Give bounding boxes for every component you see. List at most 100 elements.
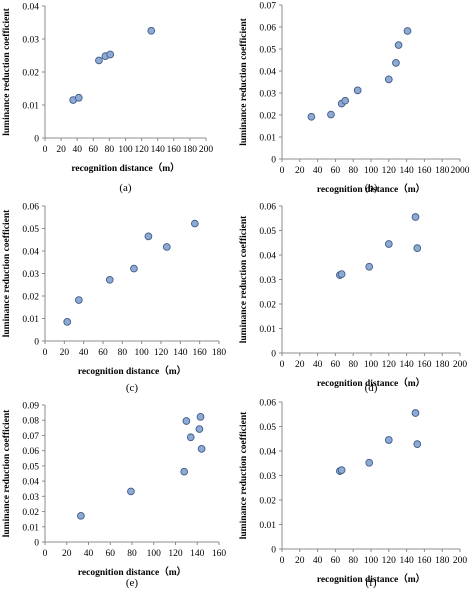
x-axis-title: recognition distance（m）	[78, 566, 186, 578]
data-point	[147, 26, 156, 35]
y-tick-label: 0.03	[22, 270, 39, 280]
data-point	[74, 296, 83, 304]
y-tick-label: 0	[34, 539, 39, 549]
data-point	[337, 466, 346, 474]
x-tick-label: 40	[313, 166, 323, 176]
y-tick-label: 0.07	[22, 432, 39, 442]
data-point	[144, 232, 153, 241]
y-tick-label: 0.05	[22, 225, 39, 235]
y-tick-label: 0.03	[259, 472, 276, 482]
x-tick-label: 60	[331, 166, 341, 176]
y-tick-label: 0.04	[259, 448, 276, 458]
x-axis-title: recognition distance（m）	[317, 573, 425, 585]
data-point	[365, 262, 374, 271]
y-tick-label: 0.06	[22, 447, 39, 457]
panel-label: (b)	[364, 182, 378, 194]
x-tick-label: 80	[105, 145, 115, 155]
y-tick-label: 0.03	[259, 276, 276, 286]
x-tick-label: 180	[435, 556, 450, 566]
data-point	[130, 264, 138, 273]
x-tick-label: 0	[280, 166, 285, 176]
y-tick-label: 0.05	[259, 423, 276, 433]
data-point	[63, 318, 72, 326]
panel-label: (c)	[125, 382, 139, 394]
y-tick-label: 0.04	[22, 248, 39, 258]
x-tick-label: 60	[331, 360, 341, 370]
x-tick-label: 0	[43, 549, 48, 559]
x-tick-label: 100	[135, 348, 150, 358]
x-tick-label: 120	[382, 556, 397, 566]
data-point	[105, 275, 114, 284]
x-tick-label: 120	[382, 360, 397, 370]
x-tick-label: 100	[364, 556, 379, 566]
x-tick-label: 140	[151, 145, 166, 155]
x-tick-label: 2000	[451, 166, 470, 176]
data-point	[327, 110, 335, 119]
data-point	[411, 213, 420, 221]
x-tick-label: 0	[43, 348, 48, 358]
y-tick-label: 0	[34, 338, 39, 348]
x-tick-label: 60	[98, 348, 108, 358]
y-tick-label: 0.09	[22, 402, 39, 412]
data-point	[77, 511, 85, 520]
y-tick-label: 0.06	[259, 203, 276, 213]
x-tick-label: 160	[212, 549, 227, 559]
y-axis-title: luminance reduction coefficient	[239, 411, 249, 539]
data-point	[95, 56, 103, 65]
x-tick-label: 180	[212, 348, 227, 358]
x-tick-label: 200	[199, 145, 214, 155]
x-tick-label: 80	[127, 549, 137, 559]
y-tick-label: 0.08	[22, 417, 39, 427]
x-tick-label: 20	[295, 360, 305, 370]
x-tick-label: 140	[399, 360, 414, 370]
x-tick-label: 160	[417, 166, 432, 176]
y-tick-label: 0.04	[259, 252, 276, 262]
x-tick-label: 200	[453, 360, 468, 370]
y-tick-label: 0.02	[22, 69, 39, 79]
y-tick-label: 0.05	[22, 462, 39, 472]
data-point	[394, 41, 403, 49]
y-tick-label: 0	[271, 546, 276, 556]
x-tick-label: 180	[435, 166, 450, 176]
y-tick-label: 0.04	[22, 478, 39, 488]
data-point	[411, 409, 420, 417]
x-tick-label: 180	[435, 360, 450, 370]
x-tick-label: 160	[417, 556, 432, 566]
x-tick-label: 200	[453, 556, 468, 566]
y-axis-title: luminance reduction coefficient	[2, 409, 12, 537]
x-tick-label: 140	[190, 549, 205, 559]
data-point	[413, 244, 422, 252]
x-tick-label: 160	[193, 348, 208, 358]
data-point	[353, 86, 362, 95]
data-point	[307, 112, 316, 121]
y-tick-label: 0.04	[22, 3, 39, 13]
y-tick-label: 0.02	[259, 301, 276, 311]
y-tick-label: 0	[271, 350, 276, 360]
data-point	[413, 440, 422, 448]
data-point	[186, 433, 195, 442]
y-tick-label: 0.03	[22, 493, 39, 503]
x-tick-label: 20	[56, 145, 66, 155]
x-tick-label: 80	[348, 360, 358, 370]
data-point	[403, 27, 412, 35]
x-tick-label: 80	[118, 348, 128, 358]
x-tick-label: 0	[280, 360, 285, 370]
data-point	[197, 444, 206, 453]
y-tick-label: 0.03	[22, 36, 39, 46]
y-tick-label: 0.05	[259, 227, 276, 237]
data-point	[337, 270, 346, 278]
x-tick-label: 20	[295, 556, 305, 566]
data-point	[162, 243, 171, 251]
x-tick-label: 60	[331, 556, 341, 566]
x-tick-label: 20	[60, 348, 70, 358]
